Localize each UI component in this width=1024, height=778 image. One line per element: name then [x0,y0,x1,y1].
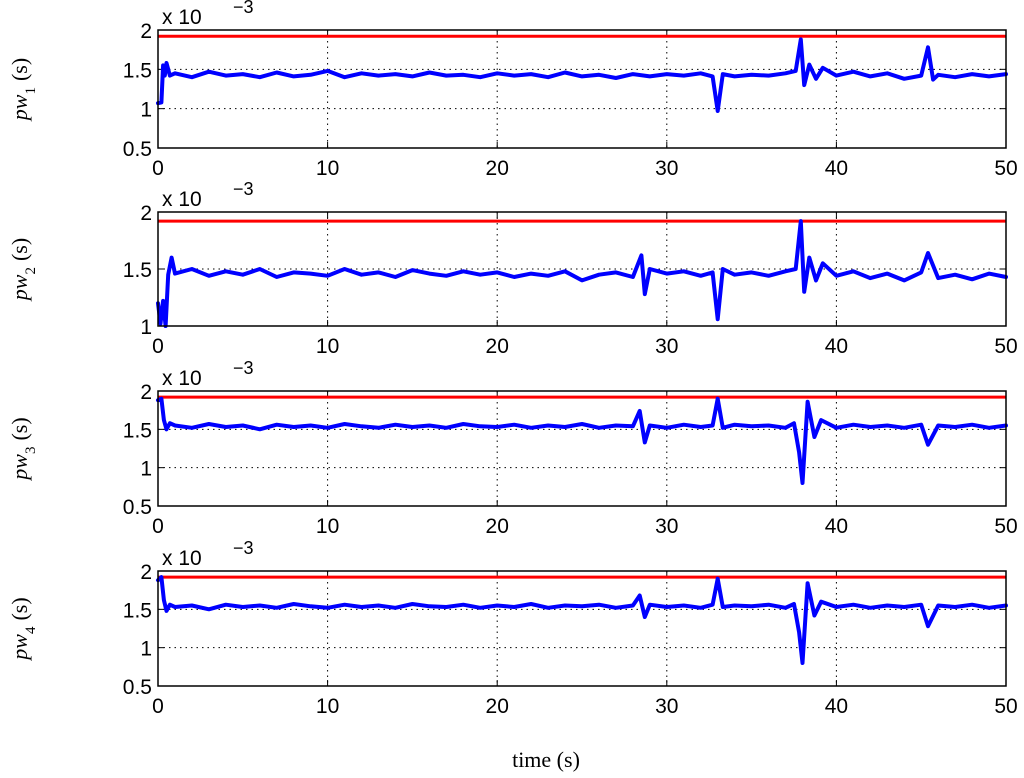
x-tick-label: 0 [152,335,164,358]
x-tick-label: 20 [486,695,509,718]
scale-factor-exponent: −3 [233,0,254,17]
plot-area [158,391,1006,506]
panel-3: 0 10 20 30 40 50 0.5 1 1.5 2 x 10 −3 pw3(s) [7,358,1018,538]
x-tick-label: 10 [316,695,339,718]
plot-frame [157,29,1007,149]
y-tick-label: 1.5 [123,259,152,282]
y-tick-label: 1.5 [123,419,152,442]
x-tick-label: 10 [316,335,339,358]
scale-factor-exponent: −3 [233,179,254,199]
x-tick-label: 0 [152,695,164,718]
plot-frame [157,211,1007,327]
x-tick-label: 30 [655,335,678,358]
x-tick-label: 30 [655,515,678,538]
x-tick-label: 10 [316,157,339,180]
signal-line [156,219,1008,328]
y-tick-label: 0.5 [123,676,152,699]
x-tick-label: 50 [994,157,1017,180]
scale-factor-label: x 10 [162,6,202,29]
plot-area [158,30,1006,148]
x-tick-label: 20 [486,515,509,538]
y-tick-label: 2 [140,20,152,43]
x-axis-label: time (s) [512,747,580,772]
signal-line [156,37,1008,113]
x-tick-label: 30 [655,157,678,180]
panel-1: 0 10 20 30 40 50 0.5 1 1.5 2 x 10 −3 pw1(s) [7,0,1018,180]
y-tick-label: 1 [140,99,152,122]
x-tick-label: 40 [825,335,848,358]
x-tick-label: 40 [825,157,848,180]
plot-area [158,571,1006,686]
x-tick-label: 20 [486,335,509,358]
scale-factor-exponent: −3 [233,538,254,558]
y-tick-label: 0.5 [123,138,152,161]
y-tick-label: 2 [140,202,152,225]
x-tick-label: 50 [994,695,1017,718]
y-axis-label: pw2(s) [7,238,39,302]
y-tick-label: 2 [140,381,152,404]
x-tick-label: 40 [825,695,848,718]
y-tick-label: 1 [140,316,152,339]
y-tick-label: 1.5 [123,599,152,622]
y-tick-label: 0.5 [123,496,152,519]
scale-factor-label: x 10 [162,188,202,211]
y-axis-label: pw3(s) [7,417,39,481]
scale-factor-label: x 10 [162,547,202,570]
y-tick-label: 2 [140,561,152,584]
x-tick-label: 10 [316,515,339,538]
y-tick-label: 1 [140,638,152,661]
x-tick-label: 0 [152,515,164,538]
y-tick-label: 1.5 [123,59,152,82]
x-tick-label: 20 [486,157,509,180]
x-tick-label: 50 [994,335,1017,358]
plot-frame [157,570,1007,687]
signal-line [156,575,1008,665]
y-axis-label: pw1(s) [7,58,39,122]
x-tick-label: 50 [994,515,1017,538]
x-tick-label: 30 [655,695,678,718]
plot-frame [157,390,1007,507]
x-tick-label: 40 [825,515,848,538]
panel-4: 0 10 20 30 40 50 0.5 1 1.5 2 x 10 −3 pw4(s) [7,538,1018,718]
y-tick-label: 1 [140,458,152,481]
y-axis-label: pw4(s) [7,597,39,661]
x-tick-label: 0 [152,157,164,180]
scale-factor-exponent: −3 [233,358,254,378]
signal-line [156,396,1008,485]
panel-2: 0 10 20 30 40 50 1 1.5 2 x 10 −3 pw2(s) [7,179,1018,358]
scale-factor-label: x 10 [162,367,202,390]
